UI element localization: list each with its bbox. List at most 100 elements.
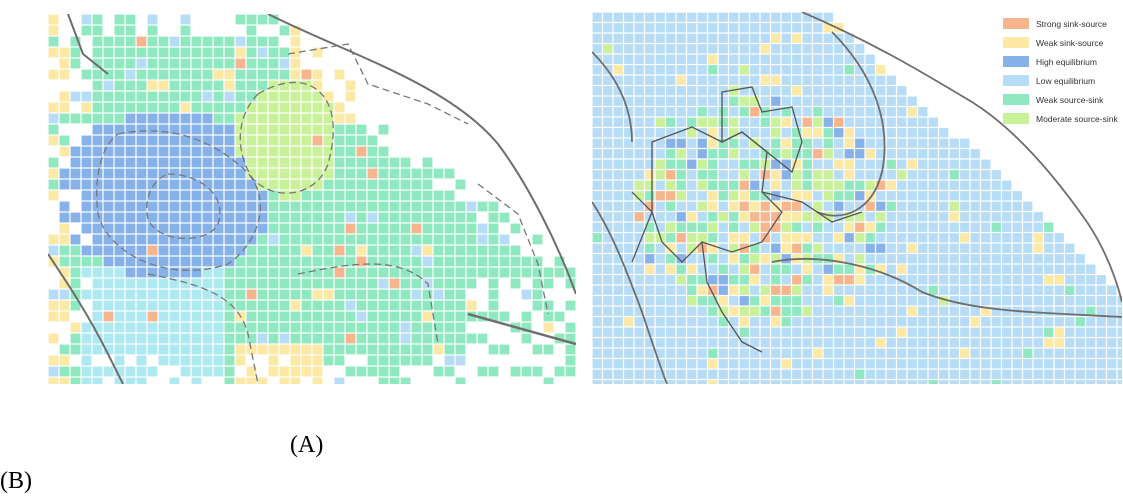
grid-cell	[147, 135, 158, 146]
grid-cell	[802, 285, 812, 295]
grid-cell	[147, 201, 158, 212]
grid-cell	[389, 234, 400, 245]
grid-cell	[624, 159, 634, 169]
grid-cell	[224, 366, 235, 377]
grid-cell	[499, 245, 510, 256]
grid-cell	[603, 33, 613, 43]
grid-cell	[981, 285, 991, 295]
grid-cell	[729, 149, 739, 159]
grid-cell	[1012, 317, 1022, 327]
grid-cell	[897, 107, 907, 117]
grid-cell	[981, 170, 991, 180]
grid-cell	[781, 327, 791, 337]
grid-cell	[323, 113, 334, 124]
grid-cell	[613, 107, 623, 117]
grid-cell	[655, 254, 665, 264]
grid-cell	[897, 201, 907, 211]
grid-cell	[114, 91, 125, 102]
grid-cell	[158, 58, 169, 69]
grid-cell	[114, 201, 125, 212]
grid-cell	[760, 306, 770, 316]
grid-cell	[823, 296, 833, 306]
grid-cell	[323, 355, 334, 366]
grid-cell	[687, 380, 697, 384]
grid-cell	[792, 212, 802, 222]
grid-cell	[645, 170, 655, 180]
grid-cell	[844, 117, 854, 127]
grid-cell	[1002, 275, 1012, 285]
grid-cell	[792, 296, 802, 306]
grid-cell	[813, 264, 823, 274]
grid-cell	[813, 54, 823, 64]
grid-cell	[1002, 306, 1012, 316]
grid-cell	[246, 377, 257, 384]
grid-cell	[613, 44, 623, 54]
grid-cell	[970, 306, 980, 316]
grid-cell	[1065, 348, 1075, 358]
grid-cell	[444, 355, 455, 366]
grid-cell	[378, 168, 389, 179]
grid-cell	[1023, 264, 1033, 274]
grid-cell	[844, 180, 854, 190]
grid-cell	[645, 285, 655, 295]
grid-cell	[634, 75, 644, 85]
grid-cell	[603, 306, 613, 316]
grid-cell	[729, 65, 739, 75]
grid-cell	[246, 212, 257, 223]
grid-cell	[729, 138, 739, 148]
grid-cell	[1107, 338, 1117, 348]
grid-cell	[433, 344, 444, 355]
grid-cell	[367, 322, 378, 333]
grid-cell	[389, 278, 400, 289]
grid-cell	[257, 245, 268, 256]
grid-cell	[750, 285, 760, 295]
grid-cell	[1002, 212, 1012, 222]
grid-cell	[466, 245, 477, 256]
grid-cell	[213, 146, 224, 157]
grid-cell	[92, 124, 103, 135]
grid-cell	[834, 285, 844, 295]
grid-cell	[246, 135, 257, 146]
grid-cell	[257, 135, 268, 146]
grid-cell	[92, 47, 103, 58]
grid-cell	[676, 33, 686, 43]
grid-cell	[792, 75, 802, 85]
grid-cell	[521, 311, 532, 322]
grid-cell	[202, 58, 213, 69]
grid-cell	[1012, 243, 1022, 253]
grid-cell	[697, 327, 707, 337]
grid-cell	[92, 25, 103, 36]
grid-cell	[191, 58, 202, 69]
grid-cell	[823, 180, 833, 190]
grid-cell	[687, 275, 697, 285]
grid-cell	[1096, 359, 1106, 369]
grid-cell	[844, 233, 854, 243]
grid-cell	[813, 107, 823, 117]
grid-cell	[771, 86, 781, 96]
grid-cell	[676, 180, 686, 190]
grid-cell	[136, 267, 147, 278]
grid-cell	[792, 359, 802, 369]
grid-cell	[624, 170, 634, 180]
grid-cell	[603, 159, 613, 169]
grid-cell	[213, 256, 224, 267]
grid-cell	[771, 128, 781, 138]
grid-cell	[739, 107, 749, 117]
grid-cell	[823, 107, 833, 117]
grid-cell	[813, 96, 823, 106]
grid-cell	[532, 289, 543, 300]
grid-cell	[466, 201, 477, 212]
grid-cell	[191, 366, 202, 377]
grid-cell	[918, 380, 928, 384]
grid-cell	[202, 179, 213, 190]
grid-cell	[1033, 275, 1043, 285]
grid-cell	[729, 44, 739, 54]
grid-cell	[939, 380, 949, 384]
grid-cell	[897, 180, 907, 190]
map-a-coastline	[267, 14, 576, 295]
grid-cell	[1023, 212, 1033, 222]
grid-cell	[970, 149, 980, 159]
grid-cell	[224, 322, 235, 333]
grid-cell	[823, 254, 833, 264]
grid-cell	[960, 327, 970, 337]
